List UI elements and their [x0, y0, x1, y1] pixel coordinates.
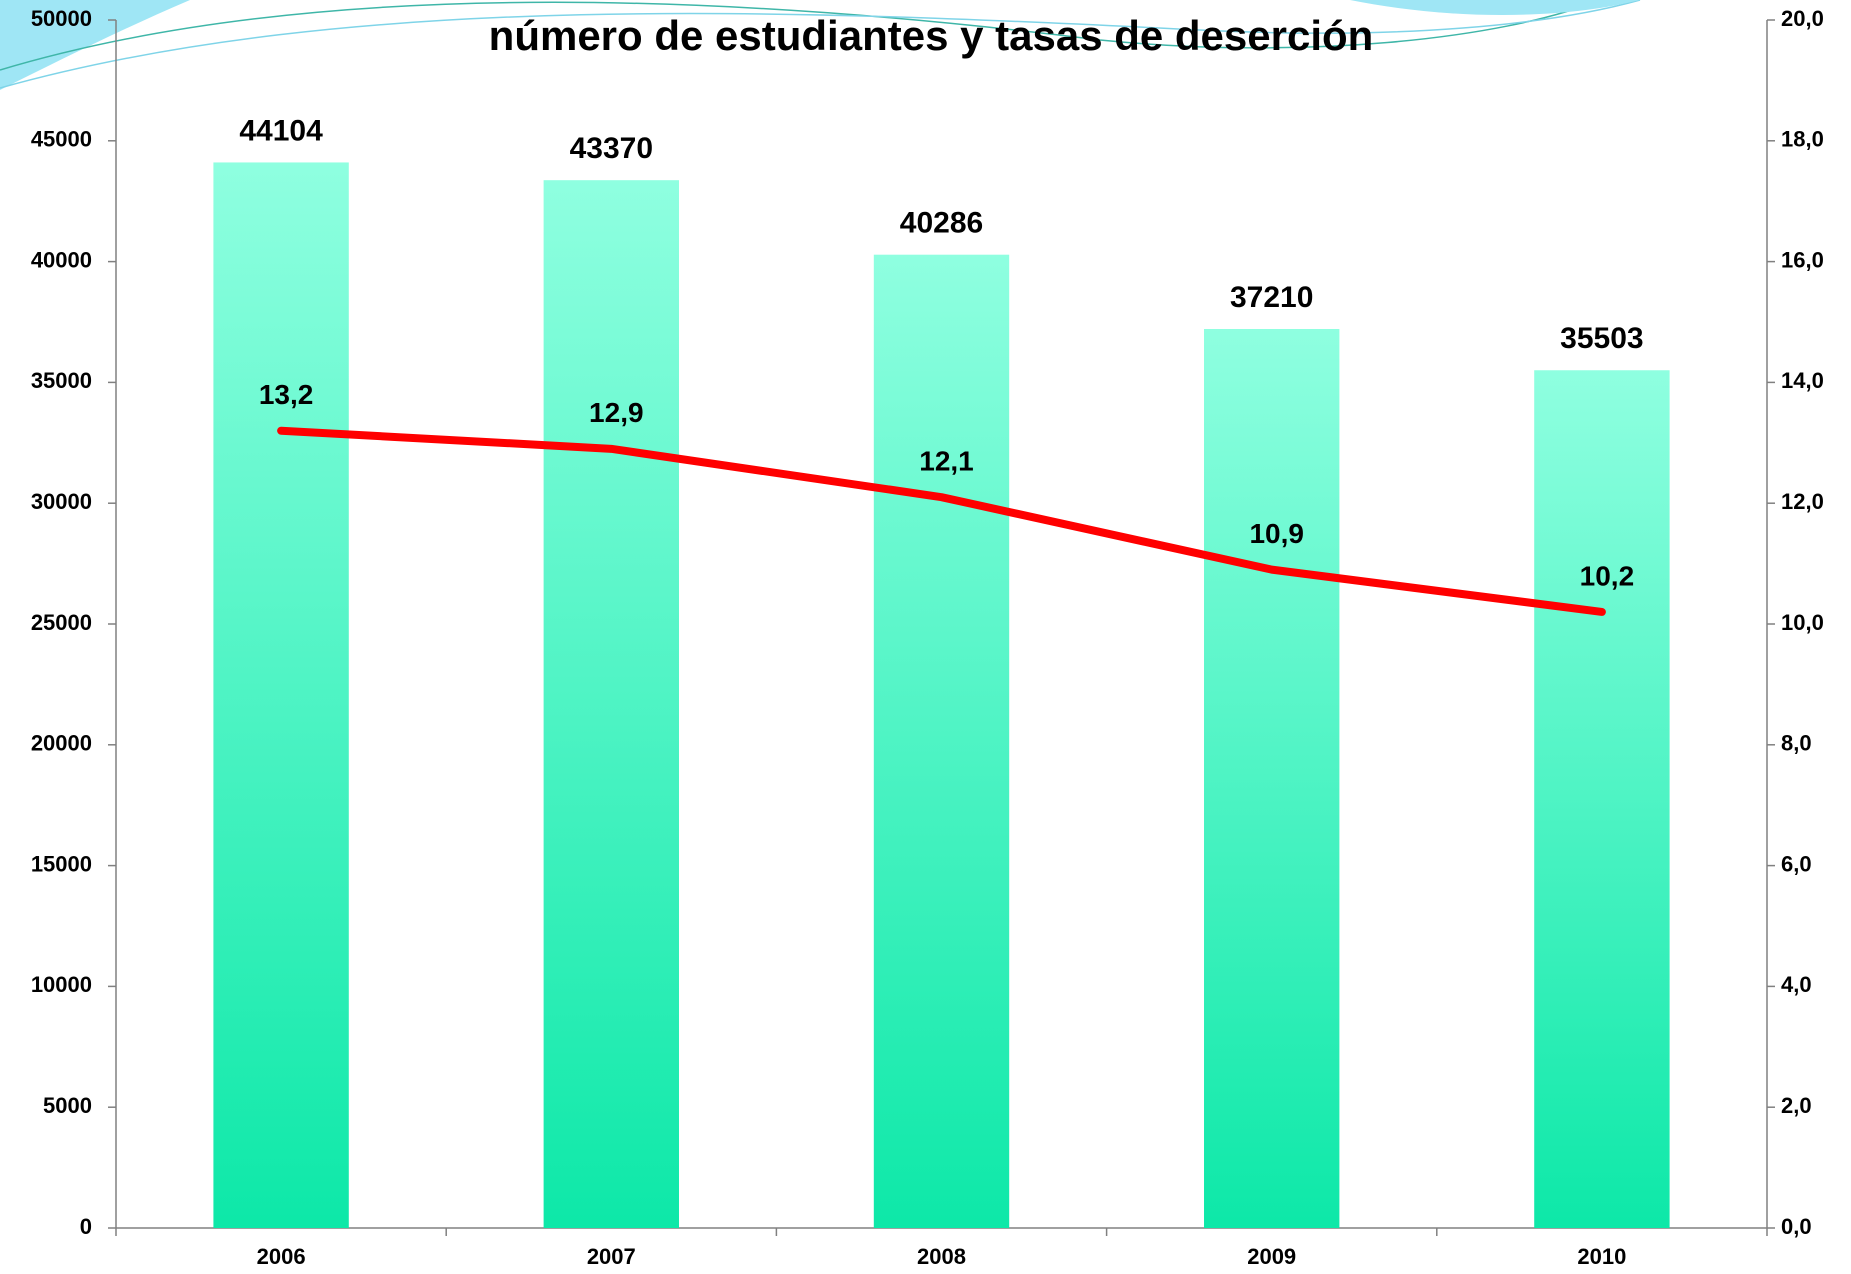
bar-value-label: 37210	[1230, 281, 1313, 314]
chart-title: número de estudiantes y tasas de deserci…	[489, 12, 1374, 59]
decoration	[0, 0, 190, 90]
line-value-label: 12,1	[919, 446, 974, 477]
x-tick-label: 2008	[917, 1244, 966, 1269]
y-tick-label: 40000	[31, 247, 92, 272]
line-value-label: 13,2	[259, 379, 314, 410]
decoration	[0, 0, 1641, 89]
y2-tick-label: 16,0	[1781, 247, 1824, 272]
bar	[543, 180, 679, 1229]
y-tick-label: 10000	[31, 972, 92, 997]
y2-tick-label: 18,0	[1781, 127, 1824, 152]
line-value-label: 12,9	[589, 397, 644, 428]
y-tick-label: 15000	[31, 851, 92, 876]
x-tick-label: 2009	[1247, 1244, 1296, 1269]
bar-value-label: 40286	[900, 207, 983, 240]
y2-tick-label: 0,0	[1781, 1214, 1812, 1239]
y-tick-label: 45000	[31, 127, 92, 152]
bar	[1534, 370, 1670, 1228]
bar	[213, 162, 349, 1228]
decoration	[1350, 0, 1640, 15]
y-tick-label: 30000	[31, 489, 92, 514]
bar-value-label: 44104	[239, 114, 323, 147]
y2-tick-label: 14,0	[1781, 368, 1824, 393]
y2-tick-label: 4,0	[1781, 972, 1812, 997]
y2-tick-label: 20,0	[1781, 6, 1824, 31]
bar	[1204, 329, 1340, 1228]
bar-value-label: 35503	[1560, 322, 1643, 355]
x-tick-label: 2010	[1577, 1244, 1626, 1269]
y-tick-label: 0	[80, 1214, 92, 1239]
y2-tick-label: 8,0	[1781, 731, 1812, 756]
y-tick-label: 25000	[31, 610, 92, 635]
y2-tick-label: 2,0	[1781, 1093, 1812, 1118]
bar-value-label: 43370	[570, 132, 653, 165]
y2-tick-label: 10,0	[1781, 610, 1824, 635]
y-tick-label: 35000	[31, 368, 92, 393]
y2-tick-label: 6,0	[1781, 851, 1812, 876]
y-tick-label: 20000	[31, 731, 92, 756]
x-tick-label: 2007	[587, 1244, 636, 1269]
y-tick-label: 5000	[43, 1093, 92, 1118]
y2-tick-label: 12,0	[1781, 489, 1824, 514]
line	[277, 426, 1606, 616]
decoration	[0, 0, 1601, 71]
y-tick-label: 50000	[31, 6, 92, 31]
line-value-label: 10,2	[1580, 560, 1635, 591]
x-tick-label: 2006	[257, 1244, 306, 1269]
bar	[873, 254, 1010, 1228]
line-value-label: 10,9	[1249, 518, 1304, 549]
